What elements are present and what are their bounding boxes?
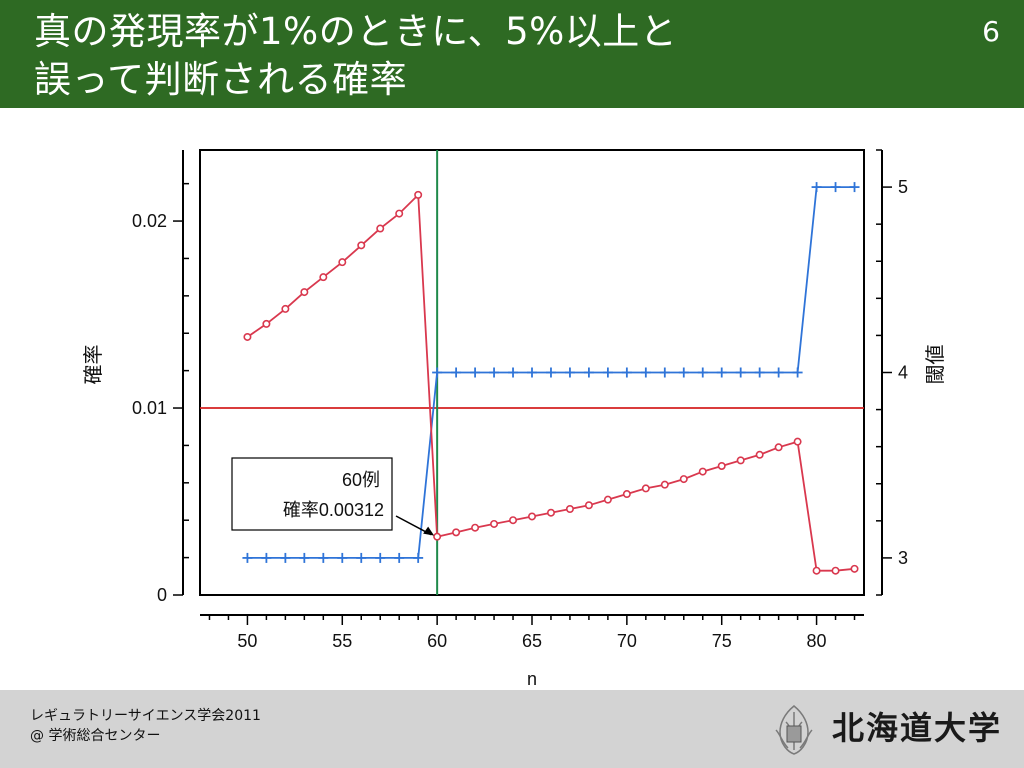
probability-point-58: [395, 209, 404, 218]
x-axis-tick-label: 70: [617, 631, 637, 651]
left-axis-tick-label: 0.01: [132, 398, 167, 418]
probability-point-82: [850, 564, 859, 573]
threshold-point-82: [849, 182, 860, 193]
threshold-point-81: [830, 182, 841, 193]
probability-point-53: [300, 288, 309, 297]
probability-point-61: [452, 528, 461, 537]
probability-point-71: [641, 484, 650, 493]
x-axis-title: n: [527, 669, 537, 689]
plot-frame: [199, 149, 865, 596]
annotation-box: [231, 457, 393, 531]
threshold-point-75: [716, 367, 727, 378]
threshold-point-56: [356, 552, 367, 563]
right-axis-tick-label: 4: [898, 363, 908, 383]
footer-organization: レギュラトリーサイエンス学会2011: [30, 708, 261, 724]
probability-point-55: [338, 258, 347, 267]
probability-point-73: [679, 475, 688, 484]
x-axis-tick-label: 75: [712, 631, 732, 651]
probability-point-72: [660, 480, 669, 489]
threshold-point-67: [564, 367, 575, 378]
right-axis-tick-label: 3: [898, 548, 908, 568]
right-axis-title: 閾値: [924, 345, 947, 385]
x-axis-tick-label: 50: [237, 631, 257, 651]
probability-point-80: [812, 566, 821, 575]
left-axis-tick-label: 0.02: [132, 211, 167, 231]
threshold-point-51: [261, 552, 272, 563]
left-axis-title: 確率: [82, 345, 105, 385]
threshold-point-54: [318, 552, 329, 563]
threshold-point-72: [659, 367, 670, 378]
probability-point-63: [490, 519, 499, 528]
threshold-point-62: [470, 367, 481, 378]
threshold-point-66: [545, 367, 556, 378]
left-axis-tick-label: 0: [157, 585, 167, 605]
probability-point-81: [831, 566, 840, 575]
university-emblem-icon: [775, 705, 813, 755]
x-axis-tick-label: 55: [332, 631, 352, 651]
probability-point-67: [565, 504, 574, 513]
threshold-point-50: [242, 552, 253, 563]
threshold-point-53: [299, 552, 310, 563]
threshold-point-52: [280, 552, 291, 563]
threshold-point-61: [451, 367, 462, 378]
probability-point-64: [509, 516, 518, 525]
x-axis-tick-label: 60: [427, 631, 447, 651]
probability-point-52: [281, 304, 290, 313]
probability-point-62: [471, 523, 480, 532]
threshold-point-70: [621, 367, 632, 378]
slide-footer: レギュラトリーサイエンス学会2011 @ 学術総合センター 北海道大学: [0, 690, 1024, 768]
annotation-arrow-head: [423, 526, 435, 536]
university-logo-text: 北海道大学: [832, 709, 1003, 747]
threshold-point-69: [602, 367, 613, 378]
threshold-point-57: [375, 552, 386, 563]
probability-point-50: [243, 332, 252, 341]
threshold-point-64: [508, 367, 519, 378]
probability-point-59: [414, 190, 423, 199]
threshold-point-78: [773, 367, 784, 378]
threshold-point-79: [792, 367, 803, 378]
annotation-label-probability: 確率0.00312: [283, 500, 384, 520]
probability-point-76: [736, 456, 745, 465]
threshold-point-77: [754, 367, 765, 378]
probability-point-54: [319, 273, 328, 282]
threshold-point-59: [413, 552, 424, 563]
threshold-point-63: [489, 367, 500, 378]
threshold-point-76: [735, 367, 746, 378]
x-axis-tick-label: 80: [807, 631, 827, 651]
probability-point-79: [793, 437, 802, 446]
threshold-point-55: [337, 552, 348, 563]
probability-point-75: [717, 461, 726, 470]
slide-header: 真の発現率が1%のときに、5%以上と 誤って判断される確率 6: [0, 0, 1024, 108]
threshold-point-68: [583, 367, 594, 378]
probability-point-56: [357, 241, 366, 250]
slide-title: 真の発現率が1%のときに、5%以上と 誤って判断される確率: [34, 10, 678, 101]
x-axis-tick-label: 65: [522, 631, 542, 651]
probability-point-51: [262, 319, 271, 328]
threshold-point-60: [432, 367, 443, 378]
probability-point-78: [774, 443, 783, 452]
probability-point-77: [755, 450, 764, 459]
threshold-point-71: [640, 367, 651, 378]
probability-point-66: [546, 508, 555, 517]
threshold-point-58: [394, 552, 405, 563]
annotation-label-n: 60例: [342, 470, 380, 490]
footer-department: @ 学術総合センター: [30, 728, 161, 744]
probability-point-70: [622, 490, 631, 499]
probability-point-69: [603, 495, 612, 504]
probability-point-68: [584, 501, 593, 510]
threshold-point-65: [527, 367, 537, 378]
threshold-point-80: [811, 182, 822, 193]
threshold-point-74: [697, 367, 708, 378]
probability-point-57: [376, 224, 385, 233]
probability-point-74: [698, 467, 707, 476]
probability-point-60: [433, 532, 442, 541]
threshold-point-73: [678, 367, 689, 378]
page-number: 6: [982, 15, 1000, 48]
probability-point-65: [527, 512, 536, 521]
right-axis-tick-label: 5: [898, 177, 908, 197]
